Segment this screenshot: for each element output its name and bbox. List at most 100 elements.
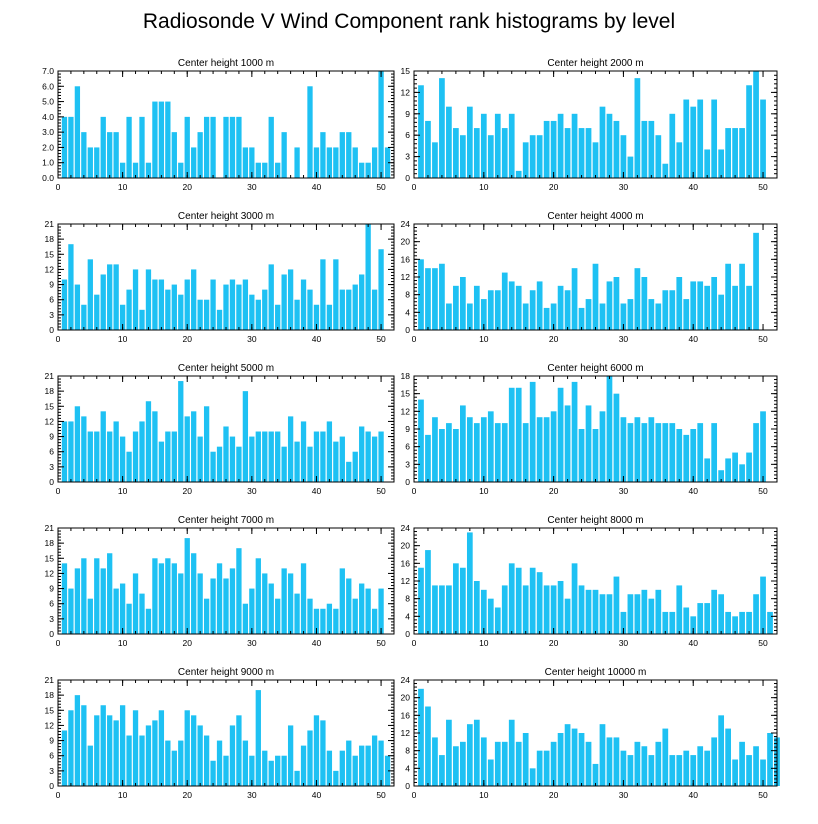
histogram-bar: [287, 416, 294, 482]
panel-6: Center height 6000 m 0 10 20 30 40 50 0 3 6 9 12 15 1…: [401, 363, 778, 496]
histogram-bar: [333, 770, 339, 786]
histogram-bar: [191, 715, 197, 786]
panel-7: Center height 7000 m 0 10 20 30 40 50 0 3 6 9 12 15 1…: [45, 515, 395, 648]
histogram-bar: [365, 162, 371, 178]
histogram-bar: [81, 132, 87, 178]
histogram-bar: [352, 755, 358, 786]
histogram-bar: [746, 755, 752, 786]
histogram-bar: [501, 272, 508, 330]
main-title: Radiosonde V Wind Component rank histogr…: [142, 10, 676, 33]
histogram-bar: [599, 411, 606, 482]
histogram-bar: [139, 593, 145, 634]
histogram-bar: [197, 573, 203, 634]
histogram-bar: [648, 120, 655, 178]
y-tick-label: 12: [45, 264, 55, 274]
y-tick-label: 0: [405, 781, 410, 791]
y-tick-label: 24: [401, 675, 411, 685]
histogram-bar: [550, 120, 557, 178]
panel-5: Center height 5000 m 0 10 20 30 40 50 0 3 6 9 12 15 1…: [45, 363, 395, 496]
y-tick-label: 24: [401, 523, 411, 533]
histogram-bar: [480, 417, 487, 482]
histogram-bar: [223, 426, 229, 482]
histogram-bar: [178, 294, 184, 330]
histogram-bar: [425, 268, 431, 330]
histogram-bar: [425, 434, 431, 482]
y-tick-label: 15: [45, 705, 55, 715]
histogram-bar: [529, 381, 536, 482]
x-tick-label: 20: [549, 638, 559, 648]
histogram-bar: [152, 279, 158, 330]
x-tick-label: 50: [758, 790, 768, 800]
histogram-bar: [515, 567, 522, 634]
histogram-bar: [74, 284, 81, 330]
histogram-bar: [425, 550, 431, 634]
histogram-bar: [223, 116, 229, 178]
histogram-bar: [564, 405, 571, 482]
histogram-bar: [171, 563, 177, 634]
histogram-bar: [132, 162, 139, 178]
histogram-bar: [453, 128, 459, 178]
histogram-bar: [634, 268, 641, 330]
panel-8: Center height 8000 m 0 10 20 30 40 50 0 4 8 12 16 20…: [401, 515, 778, 648]
histogram-bar: [333, 608, 339, 634]
histogram-bar: [704, 750, 711, 786]
histogram-bar: [333, 259, 339, 330]
x-tick-label: 10: [118, 182, 128, 192]
histogram-bar: [320, 431, 326, 482]
histogram-bar: [171, 431, 177, 482]
histogram-bar: [767, 611, 773, 634]
histogram-bar: [268, 583, 274, 634]
histogram-bar: [725, 728, 731, 786]
histogram-bar: [508, 281, 515, 330]
histogram-bar: [522, 733, 529, 786]
histogram-bar: [365, 588, 371, 634]
x-tick-label: 0: [56, 638, 61, 648]
x-tick-label: 0: [412, 486, 417, 496]
histogram-bar: [418, 688, 424, 786]
histogram-bar: [501, 741, 508, 786]
panel-title: Center height 2000 m: [547, 58, 643, 69]
histogram-bar: [74, 568, 81, 634]
histogram-bar: [627, 156, 634, 178]
histogram-bar: [178, 740, 184, 786]
y-tick-label: 4: [405, 611, 410, 621]
histogram-bar: [627, 299, 634, 330]
histogram-bar: [760, 576, 766, 634]
histogram-bar: [439, 78, 445, 178]
histogram-bar: [453, 429, 459, 482]
histogram-bar: [522, 303, 529, 330]
x-tick-label: 40: [312, 486, 322, 496]
histogram-bar: [242, 279, 249, 330]
histogram-bar: [487, 598, 494, 634]
histogram-bar: [294, 299, 300, 330]
histogram-bar: [139, 116, 145, 178]
x-tick-label: 50: [376, 638, 386, 648]
histogram-bar: [704, 458, 711, 482]
histogram-bar: [249, 294, 255, 330]
histogram-bar: [294, 593, 300, 634]
histogram-bar: [87, 147, 93, 178]
histogram-bar: [704, 603, 711, 634]
histogram-bar: [300, 745, 307, 786]
y-tick-label: 9: [405, 424, 410, 434]
histogram-bar: [197, 436, 203, 482]
histogram-bar: [119, 304, 126, 330]
histogram-bar: [425, 706, 431, 786]
histogram-bar: [275, 755, 281, 786]
histogram-bar: [352, 598, 358, 634]
histogram-bar: [236, 116, 242, 178]
histogram-bar: [641, 277, 648, 330]
histogram-bar: [242, 740, 249, 786]
y-tick-label: 9: [49, 432, 54, 442]
histogram-bar: [460, 277, 466, 330]
histogram-bar: [100, 568, 106, 634]
histogram-bar: [203, 116, 210, 178]
x-tick-label: 20: [182, 638, 192, 648]
histogram-bar: [255, 299, 261, 330]
histogram-bar: [725, 263, 731, 330]
histogram-bar: [760, 411, 766, 482]
histogram-bar: [81, 705, 87, 786]
histogram-bar: [275, 598, 281, 634]
histogram-bar: [268, 116, 274, 178]
histogram-bar: [606, 376, 613, 482]
